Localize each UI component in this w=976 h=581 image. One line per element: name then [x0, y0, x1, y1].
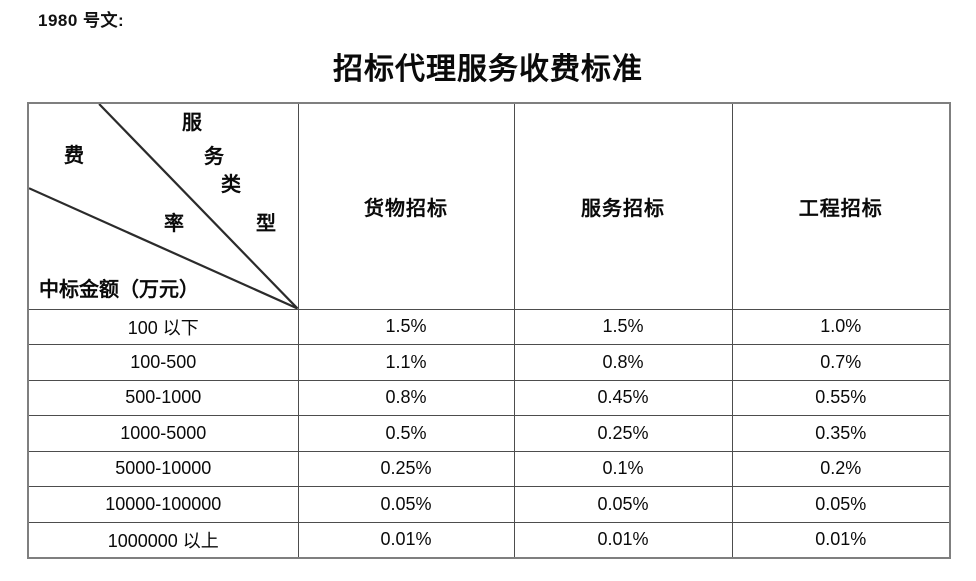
goods-rate-cell: 0.01% — [297, 521, 515, 558]
table-row: 500-1000 0.8% 0.45% 0.55% — [27, 379, 951, 416]
service-rate-cell: 0.01% — [513, 521, 733, 558]
doc-reference-number: 1980 号文: — [38, 11, 125, 30]
goods-rate-cell: 0.05% — [297, 486, 515, 523]
amount-range-cell: 1000-5000 — [27, 415, 299, 452]
corner-service-type-char-4: 型 — [256, 213, 276, 235]
amount-range-cell: 100-500 — [27, 344, 299, 381]
column-header-goods-bidding: 货物招标 — [297, 102, 515, 310]
engineering-rate-cell: 0.35% — [731, 415, 951, 452]
table-row: 1000-5000 0.5% 0.25% 0.35% — [27, 415, 951, 452]
engineering-rate-cell: 0.05% — [731, 486, 951, 523]
table-row: 1000000 以上 0.01% 0.01% 0.01% — [27, 521, 951, 558]
amount-range-cell: 500-1000 — [27, 379, 299, 416]
amount-range-cell: 5000-10000 — [27, 450, 299, 487]
engineering-rate-cell: 1.0% — [731, 308, 951, 345]
goods-rate-cell: 1.1% — [297, 344, 515, 381]
engineering-rate-cell: 0.55% — [731, 379, 951, 416]
diagonal-divider-lines — [29, 104, 298, 309]
table-corner-cell: 服 务 类 型 费 率 中标金额（万元） — [27, 102, 299, 310]
table-row: 100 以下 1.5% 1.5% 1.0% — [27, 308, 951, 345]
engineering-rate-cell: 0.2% — [731, 450, 951, 487]
engineering-rate-cell: 0.01% — [731, 521, 951, 558]
goods-rate-cell: 1.5% — [297, 308, 515, 345]
service-rate-cell: 0.8% — [513, 344, 733, 381]
fee-table: 服 务 类 型 费 率 中标金额（万元） 货物招标 服务招标 工程招标 100 … — [27, 102, 951, 559]
goods-rate-cell: 0.5% — [297, 415, 515, 452]
column-header-engineering-bidding: 工程招标 — [731, 102, 951, 310]
table-row: 5000-10000 0.25% 0.1% 0.2% — [27, 450, 951, 487]
amount-range-cell: 1000000 以上 — [27, 521, 299, 558]
table-row: 10000-100000 0.05% 0.05% 0.05% — [27, 486, 951, 523]
service-rate-cell: 0.05% — [513, 486, 733, 523]
amount-range-cell: 10000-100000 — [27, 486, 299, 523]
service-rate-cell: 0.45% — [513, 379, 733, 416]
corner-rate-char-1: 费 — [64, 145, 84, 167]
corner-amount-label: 中标金额（万元） — [39, 278, 199, 301]
engineering-rate-cell: 0.7% — [731, 344, 951, 381]
service-rate-cell: 1.5% — [513, 308, 733, 345]
amount-range-cell: 100 以下 — [27, 308, 299, 345]
goods-rate-cell: 0.25% — [297, 450, 515, 487]
table-header-row: 服 务 类 型 费 率 中标金额（万元） 货物招标 服务招标 工程招标 — [27, 102, 951, 310]
corner-service-type-char-3: 类 — [221, 174, 241, 196]
corner-rate-char-2: 率 — [164, 213, 184, 235]
corner-service-type-char-1: 服 — [182, 112, 202, 134]
column-header-service-bidding: 服务招标 — [513, 102, 733, 310]
corner-service-type-char-2: 务 — [204, 146, 224, 168]
fee-table-body: 服 务 类 型 费 率 中标金额（万元） 货物招标 服务招标 工程招标 100 … — [27, 102, 951, 558]
service-rate-cell: 0.1% — [513, 450, 733, 487]
page-title: 招标代理服务收费标准 — [333, 53, 643, 86]
service-rate-cell: 0.25% — [513, 415, 733, 452]
table-row: 100-500 1.1% 0.8% 0.7% — [27, 344, 951, 381]
goods-rate-cell: 0.8% — [297, 379, 515, 416]
